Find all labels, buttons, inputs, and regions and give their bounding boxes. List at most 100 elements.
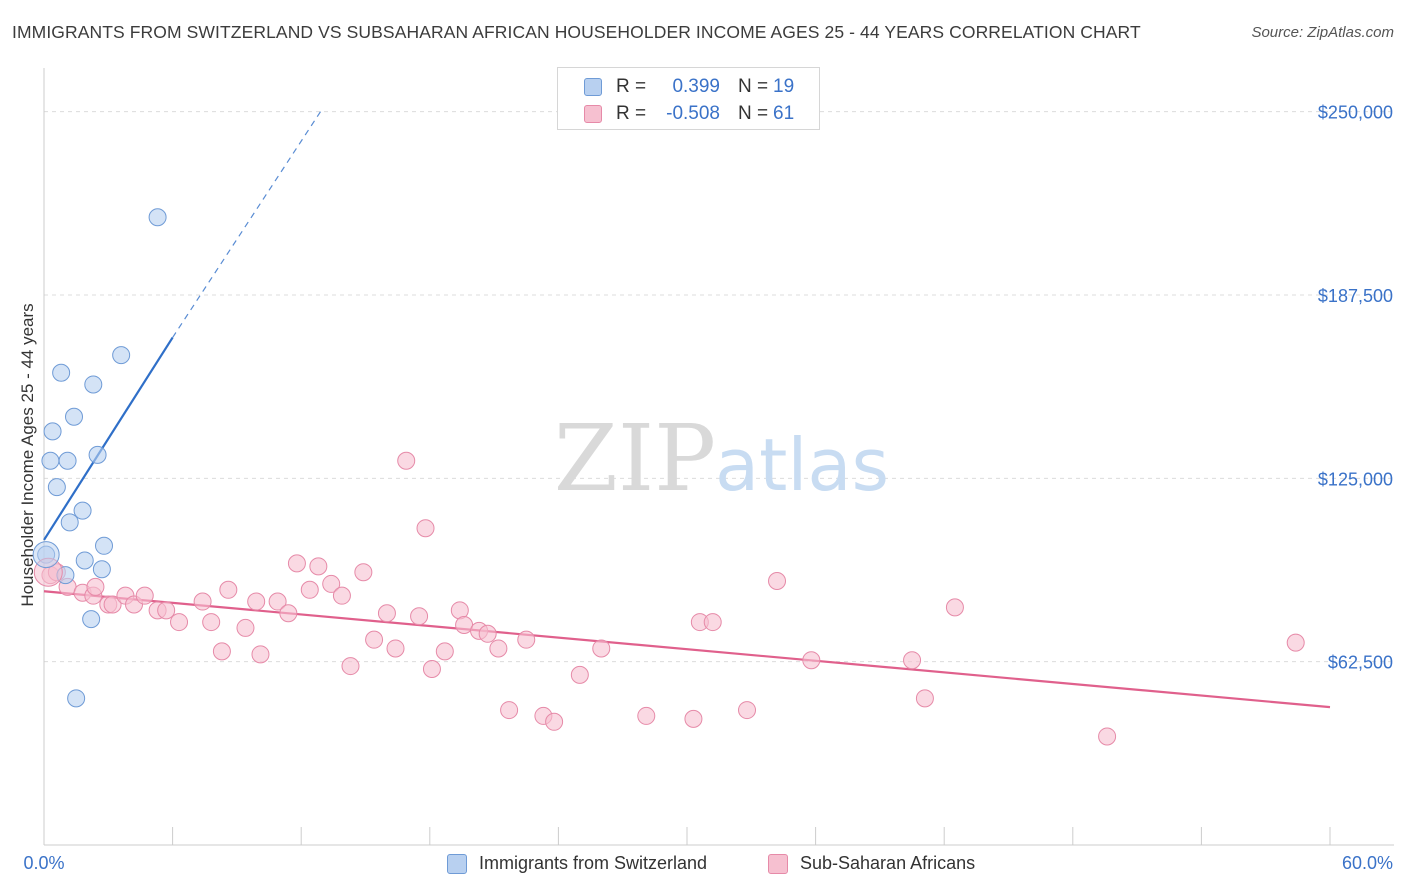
point-subsaharan — [738, 701, 757, 720]
y-tick-label: $62,500 — [1328, 653, 1393, 673]
point-subsaharan — [945, 598, 964, 617]
point-subsaharan — [684, 709, 703, 728]
point-switzerland — [43, 422, 62, 441]
n-value: 61 — [773, 103, 795, 124]
point-subsaharan — [219, 580, 238, 599]
point-subsaharan — [768, 572, 787, 590]
legend-swatch-pink — [584, 105, 602, 123]
point-switzerland — [84, 375, 103, 394]
point-subsaharan — [202, 613, 221, 632]
point-subsaharan — [247, 592, 266, 611]
point-switzerland — [67, 689, 86, 708]
trend-line-switzerland-extension — [172, 111, 321, 338]
point-subsaharan — [135, 586, 154, 605]
point-subsaharan — [489, 639, 508, 658]
source-credit: Source: ZipAtlas.com — [1251, 24, 1394, 41]
point-switzerland — [112, 346, 131, 365]
point-subsaharan — [1098, 727, 1117, 746]
point-subsaharan — [478, 624, 497, 643]
legend-swatch-blue — [447, 854, 467, 874]
point-switzerland-cluster — [32, 541, 60, 569]
n-label: N = — [738, 103, 769, 124]
point-switzerland — [65, 407, 84, 426]
point-subsaharan — [455, 616, 474, 634]
point-subsaharan — [386, 639, 405, 658]
point-switzerland — [58, 451, 77, 470]
r-value: -0.508 — [666, 103, 720, 124]
r-label: R = — [616, 76, 647, 97]
point-switzerland — [47, 478, 66, 497]
legend-swatch-pink — [768, 854, 788, 874]
data-points — [32, 208, 1305, 746]
point-subsaharan — [435, 642, 454, 661]
n-value: 19 — [773, 76, 795, 97]
point-subsaharan — [268, 592, 287, 611]
point-switzerland — [41, 451, 60, 470]
point-subsaharan — [416, 519, 435, 538]
point-subsaharan — [103, 595, 122, 614]
y-tick-label: $187,500 — [1318, 286, 1393, 306]
point-switzerland — [92, 560, 111, 579]
point-subsaharan — [500, 701, 519, 720]
trend-line-subsaharan — [43, 590, 1331, 709]
legend-swatch-blue — [584, 78, 602, 96]
watermark-zip: ZIP — [554, 405, 716, 512]
point-switzerland — [60, 513, 79, 532]
point-subsaharan — [365, 630, 384, 649]
point-subsaharan — [212, 642, 231, 661]
point-switzerland — [148, 208, 167, 227]
trend-line-switzerland — [43, 336, 174, 541]
point-subsaharan — [170, 613, 189, 632]
point-subsaharan — [322, 574, 341, 593]
trend-lines — [43, 111, 1331, 709]
y-tick-labels: $62,500 $125,000 $187,500 $250,000 — [1318, 103, 1393, 673]
point-subsaharan — [703, 613, 722, 632]
point-subsaharan — [422, 660, 441, 678]
r-value: 0.399 — [672, 76, 720, 97]
point-subsaharan — [287, 554, 306, 573]
point-switzerland — [88, 445, 107, 464]
point-subsaharan — [157, 601, 176, 620]
x-tick-labels: 0.0% 60.0% — [23, 853, 1393, 873]
point-subsaharan — [592, 639, 611, 658]
r-label: R = — [616, 103, 647, 124]
series-legend: Immigrants from Switzerland Sub-Saharan … — [0, 852, 1406, 878]
legend-row-subsaharan: R = -0.508 N = 61 — [558, 101, 819, 129]
point-subsaharan — [377, 604, 396, 623]
point-subsaharan — [637, 706, 656, 725]
point-switzerland — [73, 501, 92, 520]
point-switzerland — [75, 551, 94, 570]
x-tick-label: 60.0% — [1342, 853, 1393, 873]
watermark: ZIP atlas — [554, 405, 889, 512]
point-switzerland — [82, 610, 101, 629]
point-subsaharan — [570, 665, 589, 684]
point-subsaharan — [545, 712, 564, 731]
point-subsaharan — [517, 630, 536, 649]
point-switzerland — [95, 536, 114, 555]
chart-title: IMMIGRANTS FROM SWITZERLAND VS SUBSAHARA… — [12, 22, 1141, 42]
point-subsaharan — [279, 604, 298, 623]
point-subsaharan — [915, 689, 934, 708]
legend-label: Sub-Saharan Africans — [800, 853, 976, 873]
point-subsaharan — [332, 586, 351, 605]
watermark-atlas: atlas — [715, 423, 889, 507]
point-subsaharan — [1286, 633, 1305, 652]
point-subsaharan — [193, 592, 212, 611]
gridlines — [44, 111, 1394, 663]
point-subsaharan — [341, 657, 360, 676]
correlation-legend: R = 0.399 N = 19 R = -0.508 N = 61 — [557, 67, 820, 130]
point-subsaharan — [86, 577, 105, 596]
point-subsaharan — [903, 651, 922, 670]
point-switzerland — [52, 363, 71, 382]
x-tick-label: 0.0% — [23, 853, 64, 873]
point-subsaharan — [251, 645, 270, 664]
point-subsaharan — [802, 651, 821, 670]
point-subsaharan — [300, 580, 319, 599]
point-subsaharan — [397, 451, 416, 470]
point-subsaharan — [309, 557, 328, 576]
y-tick-label: $125,000 — [1318, 469, 1393, 489]
n-label: N = — [738, 76, 769, 97]
point-subsaharan — [236, 618, 255, 637]
point-subsaharan — [410, 607, 429, 626]
